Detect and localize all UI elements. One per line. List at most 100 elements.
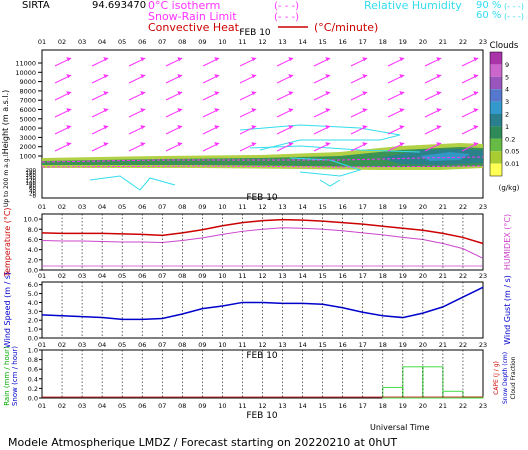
- wind-ytick-label: 1.0: [28, 326, 38, 334]
- hour-tick-label: 02: [58, 402, 66, 410]
- wind-arrowhead: [362, 57, 368, 62]
- hour-tick-label: 06: [138, 38, 146, 46]
- site-label: SIRTA: [22, 0, 50, 11]
- hour-tick-label: 02: [58, 272, 66, 280]
- hour-tick-label: 20: [419, 203, 427, 211]
- wind-arrowhead: [473, 142, 479, 147]
- legend-rh90: 90 %: [476, 0, 501, 11]
- hour-tick-label: 01: [38, 341, 46, 349]
- wind-arrowhead: [288, 108, 294, 113]
- cloud-scale-swatch: [490, 138, 502, 152]
- wind-arrowhead: [177, 57, 183, 62]
- hour-tick-label: 13: [278, 272, 286, 280]
- hour-tick-label: 19: [399, 341, 407, 349]
- hour-tick-label: 13: [278, 38, 286, 46]
- cloud-scale-swatch: [490, 101, 502, 114]
- hour-tick-label: 08: [178, 38, 186, 46]
- wind-arrowhead: [177, 91, 183, 96]
- low-height-tick-label: 60: [29, 186, 36, 192]
- wind-arrowhead: [251, 125, 257, 130]
- legend-rh60: 60 %: [476, 10, 501, 21]
- wind-arrowhead: [140, 91, 146, 96]
- wind-arrowhead: [251, 74, 257, 79]
- hour-tick-label: 18: [379, 272, 387, 280]
- cloud-scale-swatch: [490, 126, 502, 139]
- hour-tick-label: 21: [439, 38, 447, 46]
- cloud-scale-label: 5: [505, 73, 509, 81]
- date-label: FEB 10: [246, 351, 278, 361]
- hour-tick-label: 12: [258, 38, 266, 46]
- rain-bar: [442, 390, 464, 399]
- wind-arrowhead: [66, 74, 72, 79]
- date-label: FEB 10: [239, 28, 271, 38]
- hour-tick-label: 11: [238, 203, 246, 211]
- hour-tick-label: 04: [98, 341, 106, 349]
- wind-arrowhead: [103, 108, 109, 113]
- hour-tick-label: 14: [298, 402, 306, 410]
- hour-tick-label: 16: [339, 402, 347, 410]
- hour-tick-label: 05: [118, 341, 126, 349]
- hour-tick-label: 15: [318, 272, 326, 280]
- cloud-scale-label: 9: [505, 61, 509, 69]
- hour-tick-label: 20: [419, 272, 427, 280]
- hour-tick-label: 13: [278, 203, 286, 211]
- hour-tick-label: 23: [479, 402, 487, 410]
- hour-tick-label: 03: [78, 402, 86, 410]
- hour-tick-label: 23: [479, 341, 487, 349]
- hour-tick-label: 18: [379, 203, 387, 211]
- hour-tick-label: 09: [198, 272, 206, 280]
- temp-ytick-label: 8.0: [28, 226, 38, 234]
- wind-arrowhead: [399, 57, 405, 62]
- wind-arrowhead: [251, 142, 257, 147]
- hour-tick-label: 18: [379, 341, 387, 349]
- low-height-tick-label: 180: [26, 171, 37, 177]
- hour-tick-label: 07: [158, 272, 166, 280]
- wind-arrowhead: [399, 108, 405, 113]
- hour-tick-label: 12: [258, 272, 266, 280]
- wind-arrowhead: [362, 125, 368, 130]
- hour-tick-label: 19: [399, 203, 407, 211]
- wind-arrowhead: [288, 125, 294, 130]
- precip-ytick-label: 0.0: [28, 395, 38, 403]
- hour-tick-label: 02: [58, 38, 66, 46]
- precip-ytick-label: 1.0: [28, 347, 38, 355]
- height-tick-label: 1000: [19, 153, 36, 161]
- wind-ytick-label: 2.0: [28, 317, 38, 325]
- temp-ytick-label: 10.0: [24, 216, 38, 224]
- height-tick-label: 11000: [15, 60, 36, 68]
- hour-tick-label: 04: [98, 402, 106, 410]
- rain-ylabel: Rain (mm / hour): [3, 346, 11, 406]
- wind-ytick-label: 0.0: [28, 335, 38, 343]
- hour-tick-label: 04: [98, 38, 106, 46]
- temp-ytick-label: 0.0: [28, 267, 38, 275]
- wind-arrowhead: [325, 57, 331, 62]
- hour-tick-label: 10: [218, 402, 226, 410]
- wind-gust-ylabel: Wind Gust (m / s): [503, 275, 512, 345]
- wind-arrowhead: [214, 142, 220, 147]
- hour-tick-label: 17: [359, 38, 367, 46]
- hour-tick-label: 05: [118, 38, 126, 46]
- cloud-scale-label: 0.2: [505, 135, 515, 143]
- wind-arrowhead: [473, 125, 479, 130]
- wind-arrowhead: [140, 108, 146, 113]
- hour-tick-label: 21: [439, 203, 447, 211]
- wind-arrowhead: [214, 108, 220, 113]
- legend-rh90-sample: (- - -): [504, 2, 524, 11]
- hour-tick-label: 11: [238, 38, 246, 46]
- hour-tick-label: 20: [419, 341, 427, 349]
- wind-arrowhead: [473, 74, 479, 79]
- hour-tick-label: 22: [459, 203, 467, 211]
- hour-tick-label: 01: [38, 272, 46, 280]
- hour-tick-label: 03: [78, 341, 86, 349]
- hour-tick-label: 15: [318, 402, 326, 410]
- wind-series-line: [41, 286, 484, 321]
- hour-tick-label: 02: [58, 203, 66, 211]
- hour-tick-label: 22: [459, 272, 467, 280]
- wind-arrowhead: [140, 74, 146, 79]
- wind-arrowhead: [362, 142, 368, 147]
- temp-ytick-label: 2.0: [28, 256, 38, 264]
- temp-ytick-label: 4.0: [28, 246, 38, 254]
- wind-arrowhead: [66, 125, 72, 130]
- hour-tick-label: 14: [298, 38, 306, 46]
